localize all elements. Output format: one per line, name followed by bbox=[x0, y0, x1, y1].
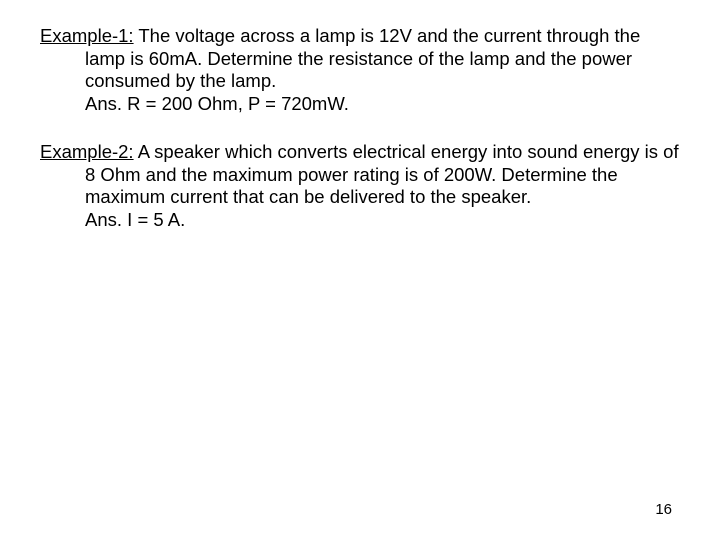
example-1-answer: Ans. R = 200 Ohm, P = 720mW. bbox=[40, 93, 680, 116]
slide-content: Example-1: The voltage across a lamp is … bbox=[0, 0, 720, 232]
example-1-block: Example-1: The voltage across a lamp is … bbox=[40, 25, 680, 115]
example-2-problem: Example-2: A speaker which converts elec… bbox=[40, 141, 680, 209]
example-2-answer: Ans. I = 5 A. bbox=[40, 209, 680, 232]
example-1-heading: Example-1: bbox=[40, 25, 134, 46]
example-2-text: A speaker which converts electrical ener… bbox=[85, 141, 679, 207]
example-2-block: Example-2: A speaker which converts elec… bbox=[40, 141, 680, 231]
example-1-text: The voltage across a lamp is 12V and the… bbox=[85, 25, 640, 91]
example-1-problem: Example-1: The voltage across a lamp is … bbox=[40, 25, 680, 93]
example-2-heading: Example-2: bbox=[40, 141, 134, 162]
page-number: 16 bbox=[655, 501, 672, 518]
